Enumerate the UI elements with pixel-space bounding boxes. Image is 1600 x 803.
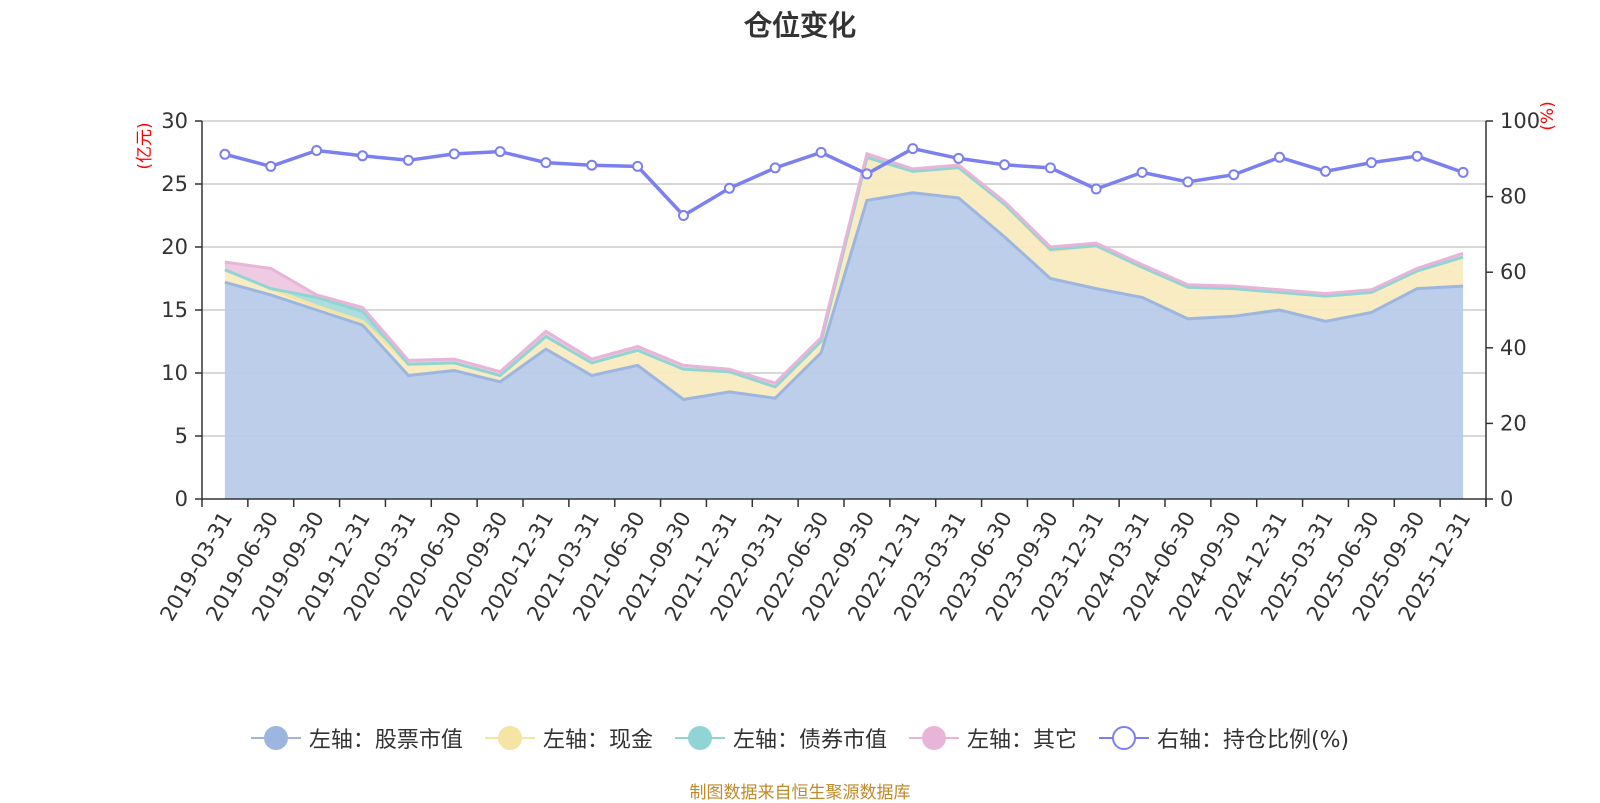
ratio-point-4 bbox=[402, 154, 414, 166]
ratio-point-25 bbox=[1365, 157, 1377, 169]
ratio-line bbox=[224, 146, 1464, 218]
ratio-point-20 bbox=[1136, 166, 1148, 178]
left-tick-label-6: 30 bbox=[161, 109, 188, 133]
ratio-point-17 bbox=[999, 159, 1010, 171]
legend: 左轴：股票市值 左轴：现金 左轴：债券市值 左轴：其它 右轴：持仓比例(%) bbox=[0, 722, 1600, 754]
ratio-point-14 bbox=[861, 168, 873, 180]
legend-bond-marker bbox=[674, 726, 725, 750]
legend-bond-label: 左轴：债券市值 bbox=[732, 728, 887, 753]
left-tick-label-4: 20 bbox=[161, 235, 188, 259]
legend-item-other[interactable]: 左轴：其它 bbox=[908, 722, 1077, 754]
left-tick-label-3: 15 bbox=[161, 298, 188, 322]
ratio-point-8 bbox=[586, 159, 598, 171]
right-tick-label-2: 40 bbox=[1500, 336, 1527, 360]
right-tick-label-4: 80 bbox=[1500, 185, 1527, 209]
right-tick-label-1: 20 bbox=[1500, 411, 1527, 435]
left-tick-label-1: 5 bbox=[175, 424, 188, 448]
ratio-point-27 bbox=[1457, 166, 1469, 178]
ratio-series bbox=[219, 143, 1469, 221]
legend-cash-label: 左轴：现金 bbox=[542, 728, 653, 753]
source-note: 制图数据来自恒生聚源数据库 bbox=[689, 783, 911, 803]
right-axis-unit: (%) bbox=[1538, 101, 1558, 130]
right-tick-label-3: 60 bbox=[1500, 260, 1527, 284]
line-series-3 bbox=[224, 151, 1464, 385]
ratio-point-13 bbox=[815, 146, 827, 158]
legend-cash-marker bbox=[484, 726, 535, 750]
ratio-point-11 bbox=[723, 182, 735, 194]
chart-title: 仓位变化 bbox=[743, 9, 856, 42]
legend-ratio-label: 右轴：持仓比例(%) bbox=[1156, 728, 1350, 753]
ratio-point-2 bbox=[311, 145, 323, 156]
line-series-0 bbox=[224, 191, 1464, 402]
ratio-point-18 bbox=[1044, 162, 1056, 174]
left-axis-unit: (亿元) bbox=[135, 122, 155, 169]
ratio-point-5 bbox=[448, 148, 460, 160]
ratio-point-10 bbox=[678, 210, 689, 221]
series-lines bbox=[224, 151, 1464, 402]
area-series-0 bbox=[224, 192, 1464, 500]
legend-item-cash[interactable]: 左轴：现金 bbox=[484, 722, 653, 754]
ratio-point-19 bbox=[1090, 183, 1102, 195]
left-tick-label-5: 25 bbox=[161, 172, 188, 196]
ratio-point-12 bbox=[769, 162, 781, 174]
legend-ratio-marker bbox=[1098, 726, 1149, 750]
right-tick-label-5: 100 bbox=[1500, 109, 1540, 133]
ratio-point-0 bbox=[219, 148, 231, 160]
ratio-point-9 bbox=[632, 160, 644, 172]
ratio-point-24 bbox=[1320, 165, 1331, 177]
ratio-point-21 bbox=[1182, 176, 1194, 188]
stacked-areas bbox=[224, 153, 1464, 500]
legend-item-bond[interactable]: 左轴：债券市值 bbox=[674, 722, 887, 754]
ratio-point-26 bbox=[1411, 150, 1423, 162]
left-tick-label-2: 10 bbox=[161, 361, 188, 385]
legend-other-marker bbox=[908, 726, 959, 750]
legend-item-ratio[interactable]: 右轴：持仓比例(%) bbox=[1098, 722, 1350, 754]
ratio-point-6 bbox=[494, 146, 506, 158]
left-tick-label-0: 0 bbox=[175, 487, 188, 511]
ratio-point-3 bbox=[357, 150, 368, 162]
right-tick-label-0: 0 bbox=[1500, 487, 1513, 511]
legend-stock-label: 左轴：股票市值 bbox=[308, 728, 463, 753]
ratio-point-23 bbox=[1274, 151, 1286, 163]
ratio-point-16 bbox=[953, 152, 965, 164]
ratio-point-7 bbox=[540, 157, 552, 169]
legend-other-label: 左轴：其它 bbox=[966, 728, 1077, 753]
ratio-point-1 bbox=[265, 160, 277, 172]
legend-item-stock[interactable]: 左轴：股票市值 bbox=[250, 722, 463, 754]
ratio-point-22 bbox=[1228, 169, 1240, 181]
legend-stock-marker bbox=[250, 726, 301, 750]
ratio-point-15 bbox=[907, 143, 919, 155]
